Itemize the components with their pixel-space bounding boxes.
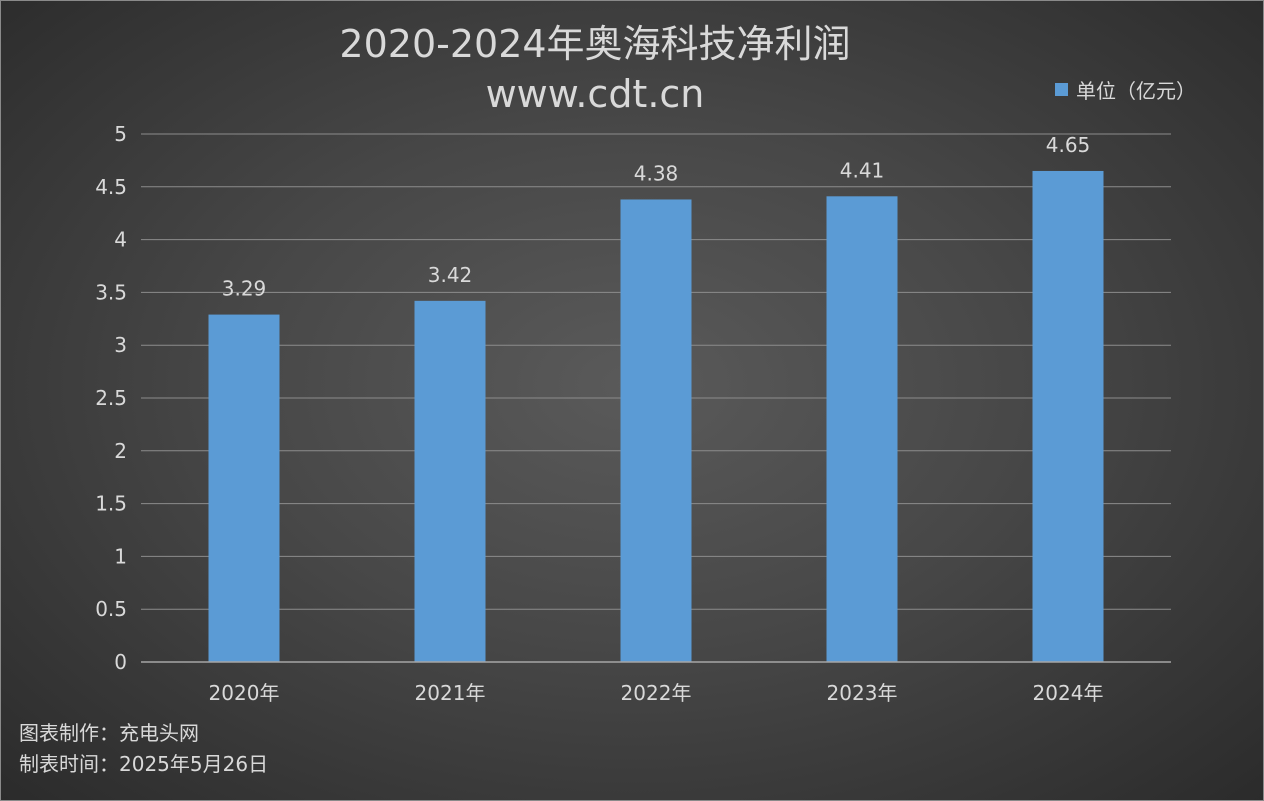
y-tick-label: 4.5 <box>95 175 127 199</box>
chart-date-note: 制表时间：2025年5月26日 <box>19 752 269 776</box>
data-label: 4.41 <box>840 158 885 182</box>
y-tick-label: 1 <box>114 544 127 568</box>
legend: 单位（亿元） <box>1055 77 1196 103</box>
y-tick-label: 0.5 <box>95 597 127 621</box>
x-tick-label: 2022年 <box>621 681 692 705</box>
y-tick-label: 5 <box>114 122 127 146</box>
y-tick-label: 2.5 <box>95 386 127 410</box>
data-label: 3.42 <box>428 263 473 287</box>
chart-subtitle: www.cdt.cn <box>485 72 705 116</box>
chart-maker-note: 图表制作：充电头网 <box>19 721 199 745</box>
legend-label: 单位（亿元） <box>1076 78 1196 103</box>
bar-2021年 <box>414 300 486 662</box>
legend-swatch <box>1055 82 1068 96</box>
x-tick-label: 2024年 <box>1033 681 1104 705</box>
x-tick-label: 2020年 <box>209 681 280 705</box>
y-tick-label: 3 <box>114 333 127 357</box>
chart-title: 2020-2024年奥海科技净利润 <box>339 22 851 66</box>
y-tick-label: 1.5 <box>95 492 127 516</box>
data-label: 4.38 <box>634 161 679 185</box>
x-tick-label: 2021年 <box>415 681 486 705</box>
data-label: 4.65 <box>1046 133 1091 157</box>
y-tick-label: 4 <box>114 228 127 252</box>
y-tick-label: 2 <box>114 439 127 463</box>
data-label: 3.29 <box>222 277 267 301</box>
bar-2023年 <box>826 196 898 662</box>
bar-2020年 <box>208 314 280 662</box>
y-tick-label: 0 <box>114 650 127 674</box>
x-tick-label: 2023年 <box>827 681 898 705</box>
bar-2024年 <box>1032 170 1104 662</box>
bar-2022年 <box>620 199 692 663</box>
y-tick-label: 3.5 <box>95 280 127 304</box>
